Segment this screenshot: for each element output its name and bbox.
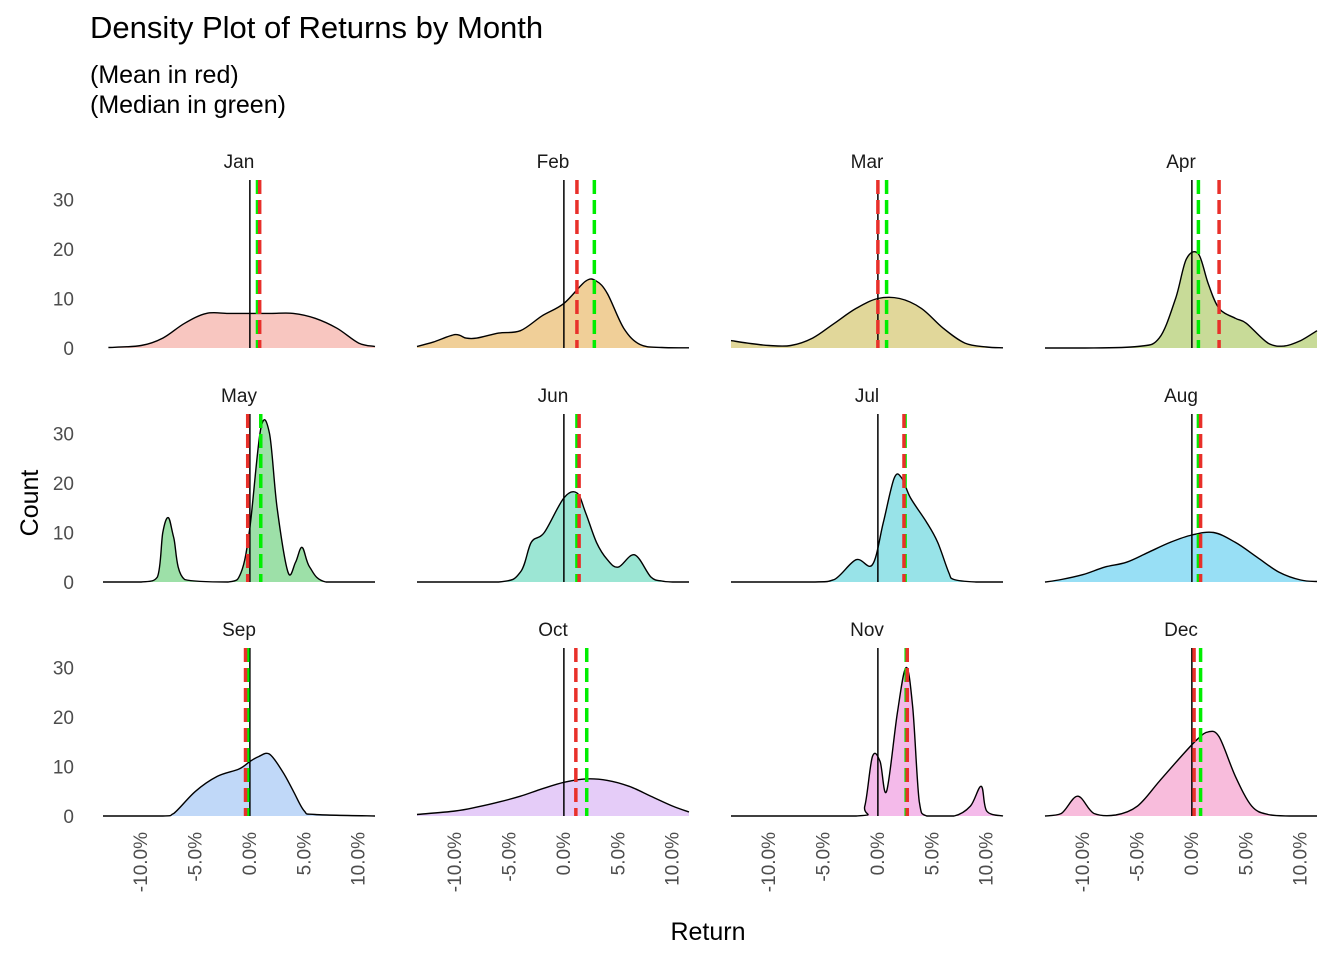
density-outline (103, 752, 376, 817)
facet-label: Oct (538, 620, 568, 641)
facet-jul: Jul (730, 386, 1003, 583)
density-outline (730, 473, 1003, 583)
facet-label: Jun (538, 386, 569, 407)
density-area (1045, 251, 1317, 348)
facet-may: May (102, 386, 375, 583)
density-area (108, 312, 376, 348)
y-tick-label: 10 (53, 758, 74, 779)
facet-label: Sep (222, 620, 256, 641)
density-area (417, 778, 689, 816)
x-tick-label: -10.0% (445, 832, 466, 892)
y-tick-label: 30 (53, 191, 74, 212)
facet-label: May (221, 386, 257, 407)
x-tick-label: 10.0% (977, 832, 998, 886)
y-tick-label: 0 (63, 807, 74, 828)
x-tick-label: -5.0% (499, 832, 520, 882)
facet-label: Mar (851, 152, 884, 173)
y-tick-label: 20 (53, 708, 74, 729)
density-area (103, 753, 375, 816)
facet-jun: Jun (416, 386, 689, 583)
x-tick-label: -10.0% (1073, 832, 1094, 892)
chart-subtitle-mean: (Mean in red) (90, 61, 239, 89)
facet-label: Jul (855, 386, 879, 407)
density-outline (1044, 531, 1318, 583)
density-outline (416, 278, 690, 349)
x-tick-label: 0.0% (240, 832, 261, 875)
x-tick-label: 10.0% (349, 832, 370, 886)
facet-label: Feb (537, 152, 570, 173)
facet-nov: Nov (731, 620, 1004, 817)
x-tick-label: 5.0% (922, 832, 943, 875)
facet-apr: Apr (1045, 152, 1318, 349)
y-axis-title: Count (16, 470, 44, 537)
facet-sep: Sep (103, 620, 376, 817)
x-tick-label: 10.0% (1291, 832, 1312, 886)
x-tick-label: 5.0% (608, 832, 629, 875)
x-tick-label: 5.0% (294, 832, 315, 875)
y-tick-label: 0 (63, 573, 74, 594)
y-tick-label: 20 (53, 240, 74, 261)
density-area (1045, 731, 1317, 816)
facet-label: Apr (1166, 152, 1196, 173)
x-tick-label: -5.0% (1127, 832, 1148, 882)
facet-jan: Jan (108, 152, 376, 349)
y-tick-label: 30 (53, 425, 74, 446)
chart-title: Density Plot of Returns by Month (90, 10, 544, 45)
facet-label: Dec (1164, 620, 1198, 641)
facet-aug: Aug (1044, 386, 1318, 583)
facet-label: Aug (1164, 386, 1198, 407)
x-tick-label: -10.0% (759, 832, 780, 892)
y-tick-label: 20 (53, 474, 74, 495)
y-tick-label: 10 (53, 290, 74, 311)
density-outline (1044, 730, 1317, 817)
density-area (103, 419, 375, 582)
facet-label: Jan (224, 152, 255, 173)
x-tick-label: 0.0% (868, 832, 889, 875)
y-tick-label: 10 (53, 524, 74, 545)
x-tick-label: 10.0% (663, 832, 684, 886)
chart-subtitle-median: (Median in green) (90, 91, 286, 119)
density-area (417, 278, 689, 348)
density-area (731, 473, 1003, 582)
density-outline (730, 296, 1004, 349)
density-outline (102, 419, 375, 583)
y-tick-label: 0 (63, 339, 74, 360)
x-tick-label: 0.0% (554, 832, 575, 875)
density-area (1045, 532, 1317, 582)
facet-label: Nov (850, 620, 884, 641)
facet-dec: Dec (1044, 620, 1317, 817)
x-tick-label: -5.0% (185, 832, 206, 882)
density-outline (416, 490, 689, 583)
density-area (731, 297, 1003, 348)
density-area (417, 491, 689, 582)
x-axis-title: Return (670, 918, 745, 946)
density-outline (1045, 251, 1318, 349)
x-tick-label: -10.0% (131, 832, 152, 892)
x-tick-label: -5.0% (813, 832, 834, 882)
x-tick-label: 0.0% (1182, 832, 1203, 875)
y-tick-label: 30 (53, 659, 74, 680)
facet-feb: Feb (416, 152, 690, 349)
density-area (731, 667, 1003, 816)
facet-mar: Mar (730, 152, 1004, 349)
x-tick-label: 5.0% (1236, 832, 1257, 875)
facet-oct: Oct (416, 620, 690, 816)
density-outline (731, 666, 1004, 817)
